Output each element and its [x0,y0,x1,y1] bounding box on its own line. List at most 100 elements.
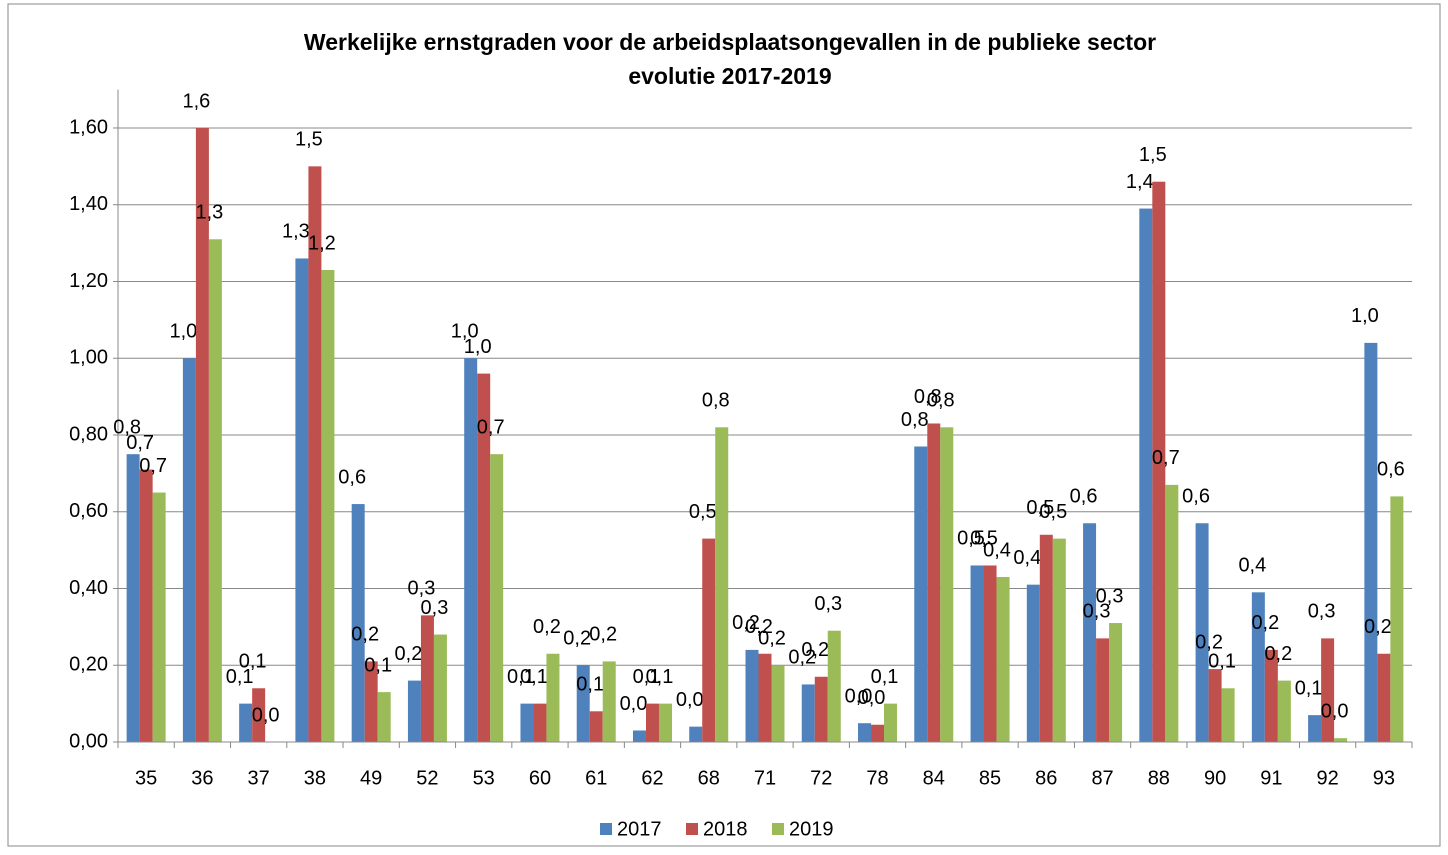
bar [1195,523,1209,742]
value-label: 0,4 [1238,555,1266,577]
value-label: 0,3 [408,578,436,600]
value-label: 0,5 [1026,497,1054,519]
x-tick-label: 72 [810,767,832,789]
x-tick-label: 62 [641,767,663,789]
value-label: 0,3 [421,597,449,619]
value-label: 0,3 [1096,585,1124,607]
x-tick-label: 38 [304,767,326,789]
value-label: 0,3 [1308,601,1336,623]
value-label: 0,1 [507,666,535,688]
y-tick-label: 0,80 [69,423,108,445]
value-label: 0,4 [1013,547,1041,569]
x-tick-label: 37 [248,767,270,789]
chart-title: Werkelijke ernstgraden voor de arbeidspl… [304,29,1156,55]
value-label: 0,5 [1039,501,1067,523]
bar [1264,649,1278,742]
value-label: 1,0 [451,321,479,343]
y-tick-label: 0,20 [69,654,108,676]
x-tick-label: 78 [866,767,888,789]
value-label: 0,5 [970,528,998,550]
value-label: 1,5 [295,129,323,151]
value-label: 0,7 [1152,447,1180,469]
value-label: 0,8 [702,390,730,412]
value-label: 0,1 [1295,677,1323,699]
value-label: 0,4 [983,539,1011,561]
legend-swatch [600,823,612,835]
x-tick-label: 85 [979,767,1001,789]
bar [884,703,898,742]
bar [645,703,659,742]
bar [589,711,603,742]
value-label: 0,1 [871,666,899,688]
bar [377,692,391,742]
value-label: 1,0 [1351,305,1379,327]
value-label: 0,2 [1264,643,1292,665]
bar [490,454,504,742]
x-tick-label: 35 [135,767,157,789]
value-label: 0,2 [1195,631,1223,653]
y-tick-label: 1,20 [69,270,108,292]
value-label: 0,7 [126,432,154,454]
value-label: 0,6 [1070,486,1098,508]
x-tick-label: 61 [585,767,607,789]
bar [321,269,335,742]
bar [871,724,885,742]
value-label: 0,2 [732,612,760,634]
x-tick-label: 68 [698,767,720,789]
legend-label: 2019 [789,818,834,840]
bar [464,358,478,742]
value-label: 0,2 [533,616,561,638]
value-label: 0,1 [1208,651,1236,673]
bar [195,127,209,743]
bar [252,688,266,742]
y-tick-label: 1,60 [69,116,108,138]
value-label: 1,0 [464,336,492,358]
bar [420,615,434,742]
bar [364,661,378,742]
bar [1165,484,1179,742]
bar [239,703,253,742]
value-label: 0,6 [338,466,366,488]
bar [914,446,928,742]
bar [576,665,590,742]
x-tick-label: 88 [1148,767,1170,789]
value-label: 0,1 [364,654,392,676]
bar [295,258,309,742]
bar [1364,342,1378,742]
x-tick-label: 91 [1260,767,1282,789]
value-label: 0,2 [1364,616,1392,638]
y-tick-label: 1,40 [69,193,108,215]
value-label: 0,2 [745,616,773,638]
x-tick-label: 60 [529,767,551,789]
value-label: 0,3 [1083,601,1111,623]
value-label: 1,2 [308,232,336,254]
value-label: 0,5 [957,528,985,550]
value-label: 1,0 [169,321,197,343]
bar [1039,534,1053,742]
x-tick-label: 87 [1091,767,1113,789]
bar [1251,592,1265,742]
bar [632,730,646,742]
x-tick-label: 92 [1316,767,1338,789]
bar [1152,181,1166,742]
value-label: 1,5 [1139,144,1167,166]
bar [1390,496,1404,742]
value-label: 0,2 [788,647,816,669]
x-tick-label: 36 [191,767,213,789]
bar [520,703,534,742]
value-label: 1,4 [1126,171,1154,193]
x-tick-label: 86 [1035,767,1057,789]
value-label: 0,8 [113,416,141,438]
bar [996,576,1010,742]
bar [1321,638,1335,742]
bar [139,469,153,742]
value-label: 0,1 [239,651,267,673]
bar [208,239,222,742]
bar [602,661,616,742]
bar [1109,623,1123,742]
bar [182,358,196,742]
bar [1221,688,1235,742]
bar [658,703,672,742]
value-label: 0,1 [520,666,548,688]
